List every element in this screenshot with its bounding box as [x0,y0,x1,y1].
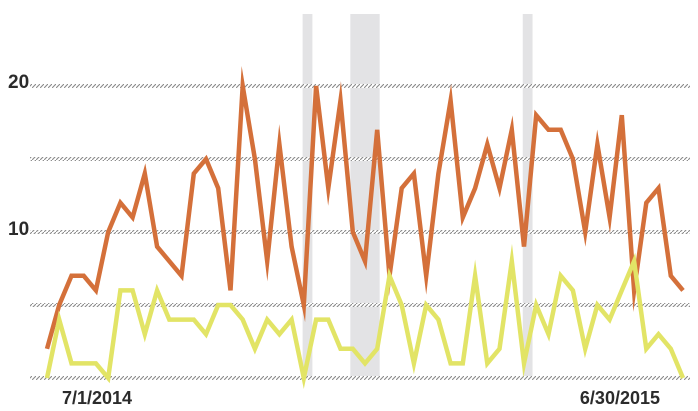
series-lines [44,66,686,389]
y-tick-label-20: 20 [8,72,29,93]
y-tick-label-10: 10 [8,219,29,240]
series-line-2 [44,243,686,389]
gridlines [30,84,690,380]
axis-labels: 10 20 7/1/2014 6/30/2015 [8,72,660,408]
x-start-date-label: 7/1/2014 [62,388,132,408]
gridline-10 [30,230,690,234]
gridline-20 [30,84,690,88]
x-end-date-label: 6/30/2015 [580,388,660,408]
shaded-band-1 [302,14,313,378]
series-line-1 [44,66,685,350]
gridline-5 [30,303,690,307]
gridline-0 [30,376,690,380]
shaded-band-2 [350,14,380,378]
gridline-15 [30,157,690,161]
